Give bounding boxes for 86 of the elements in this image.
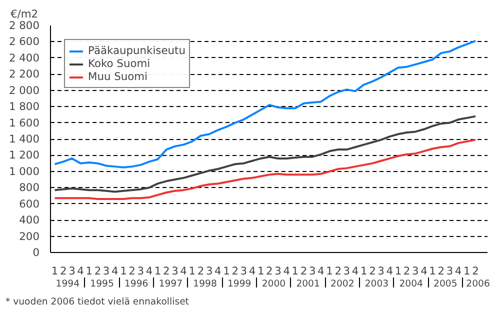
- x-tick-label: 4: [180, 264, 188, 278]
- x-tick-label: 3: [102, 264, 110, 278]
- text: 2001: [296, 278, 320, 290]
- y-tick-label: 800: [19, 181, 40, 194]
- x-tick-label: 3: [172, 264, 178, 278]
- x-tick-label: 2: [94, 264, 102, 278]
- y-tick-label: 2 600: [8, 35, 40, 48]
- x-tick-label: 1: [120, 264, 127, 278]
- x-tick-label: 3: [378, 264, 384, 278]
- y-tick-label: 1 400: [8, 132, 40, 146]
- text: 2000: [262, 278, 286, 290]
- y-tick-label: 1 600: [8, 116, 40, 130]
- x-tick-label: 1: [394, 264, 402, 278]
- x-tick-label: 3: [412, 264, 419, 278]
- x-tick-label: 3: [274, 264, 282, 278]
- x-tick-label: 4: [454, 264, 462, 278]
- x-tick-label: 2: [300, 264, 308, 278]
- text: 2006: [466, 278, 490, 290]
- x-tick-label: 2: [266, 264, 273, 278]
- x-tick-label: 4: [318, 264, 325, 278]
- text: 1995: [90, 278, 114, 290]
- line-series: [54, 115, 476, 193]
- y-tick-label: 2 200: [8, 68, 40, 81]
- x-tick-label: 1: [292, 264, 299, 278]
- text: 1994: [56, 278, 80, 290]
- text: 2002: [330, 278, 354, 290]
- x-tick-label: 4: [214, 264, 222, 278]
- x-tick-label: 4: [352, 264, 359, 278]
- x-tick-label: 2: [334, 264, 342, 278]
- line-series: [54, 138, 476, 200]
- y-tick-label: 1 000: [8, 164, 40, 178]
- y-tick-label: 1 800: [8, 100, 40, 114]
- x-tick-label: 4: [283, 264, 290, 278]
- text: 1997: [158, 278, 183, 290]
- x-tick-label: 1: [86, 264, 93, 278]
- x-tick-label: 1: [154, 264, 162, 278]
- y-tick-label: 200: [19, 230, 40, 243]
- x-tick-label: 3: [206, 264, 213, 278]
- y-tick-label: 600: [19, 197, 40, 210]
- x-tick-label: 2: [403, 264, 410, 278]
- x-tick-label: 1: [223, 264, 230, 278]
- text: 2005: [434, 278, 458, 290]
- x-tick-label: 4: [77, 264, 84, 278]
- text: 1996: [124, 278, 148, 290]
- x-tick-label: 3: [308, 264, 316, 278]
- x-tick-label: 1: [360, 264, 368, 278]
- x-tick-label: 3: [137, 264, 144, 278]
- y-axis-title: €/m2: [10, 8, 38, 20]
- x-tick-label: 1: [429, 264, 436, 278]
- x-tick-label: 2: [369, 264, 376, 278]
- x-tick-label: 2: [232, 264, 238, 278]
- x-tick-label: 2: [438, 264, 445, 278]
- x-tick-label: 3: [446, 264, 454, 278]
- x-tick-label: 4: [146, 264, 153, 278]
- legend-label: Muu Suomi: [88, 70, 148, 83]
- text: 2003: [364, 278, 389, 290]
- line-series: [54, 40, 476, 168]
- y-tick-label: 400: [19, 214, 40, 227]
- x-tick-label: 4: [112, 264, 118, 278]
- x-tick-label: 1: [464, 264, 470, 278]
- x-tick-label: 1: [188, 264, 196, 278]
- x-tick-label: 3: [68, 264, 76, 278]
- y-tick-label: 0: [32, 246, 40, 259]
- text: 1999: [228, 278, 252, 290]
- legend-label: Pääkaupunkiseutu: [88, 44, 186, 57]
- x-tick-label: 2: [163, 264, 170, 278]
- x-tick-label: 3: [240, 264, 248, 278]
- y-tick-label: 2 400: [8, 51, 40, 64]
- y-tick-label: 2 000: [8, 84, 40, 97]
- y-tick-label: 2 800: [8, 19, 40, 32]
- y-tick-label: 1 200: [8, 148, 40, 162]
- text: 1998: [193, 278, 217, 290]
- x-tick-label: 3: [343, 264, 350, 278]
- x-tick-label: 1: [257, 264, 264, 278]
- legend-label: Koko Suomi: [88, 57, 150, 70]
- x-tick-label: 4: [248, 264, 256, 278]
- x-tick-label: 4: [420, 264, 428, 278]
- x-tick-label: 1: [51, 264, 58, 278]
- text: * vuoden 2006 tiedot vielä ennakolliset: [6, 296, 190, 308]
- x-tick-label: 2: [472, 264, 479, 278]
- x-tick-label: 2: [128, 264, 136, 278]
- x-tick-label: 2: [197, 264, 204, 278]
- text: 2004: [399, 278, 424, 290]
- x-tick-label: 2: [60, 264, 67, 278]
- x-tick-label: 4: [386, 264, 394, 278]
- x-tick-label: 1: [326, 264, 333, 278]
